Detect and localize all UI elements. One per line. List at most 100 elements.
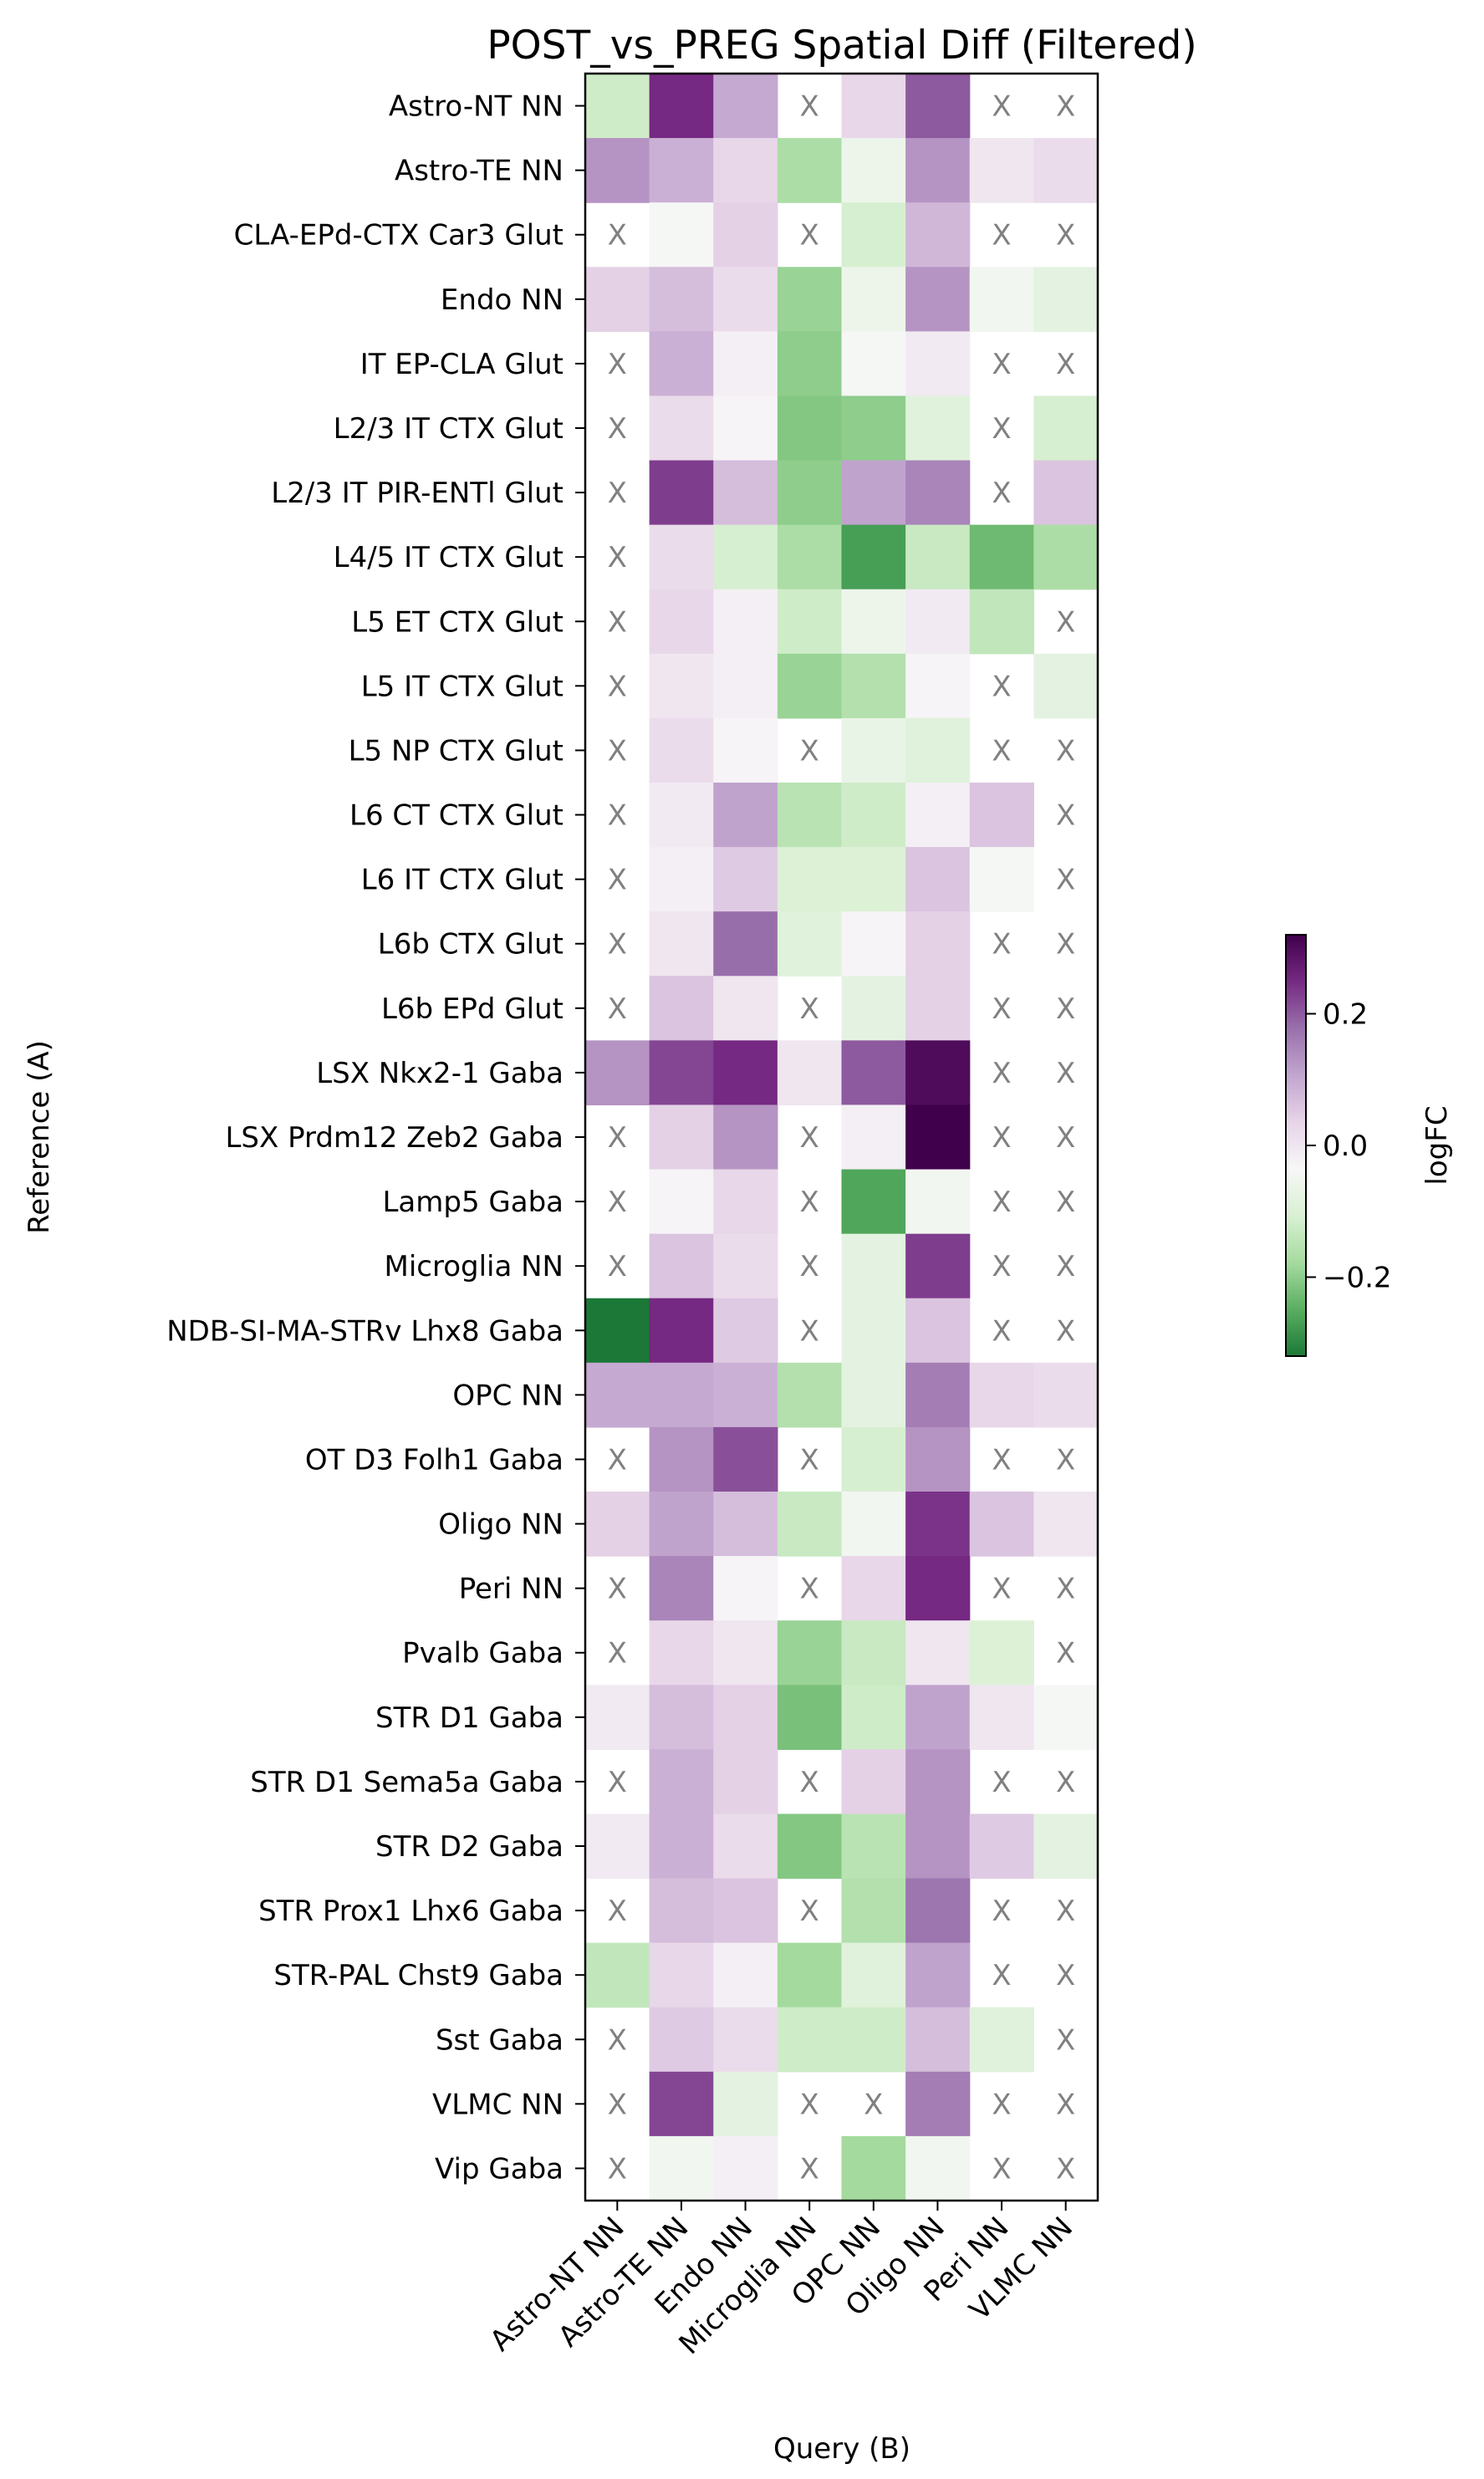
heatmap-cell bbox=[713, 1104, 778, 1171]
y-tick-label: STR D1 Gaba bbox=[375, 1701, 564, 1735]
heatmap-cell bbox=[713, 1813, 778, 1880]
heatmap-cell bbox=[585, 1362, 650, 1428]
heatmap-cell bbox=[905, 1685, 971, 1750]
missing-marker: X bbox=[1056, 1057, 1075, 1090]
heatmap-cell bbox=[905, 395, 971, 462]
heatmap-cell bbox=[905, 1749, 971, 1815]
heatmap-cell bbox=[649, 395, 714, 462]
heatmap-cell bbox=[777, 395, 843, 462]
missing-marker: X bbox=[608, 1637, 627, 1671]
heatmap-cell bbox=[1033, 1813, 1099, 1880]
heatmap-cell bbox=[713, 267, 778, 332]
missing-marker: X bbox=[992, 348, 1011, 381]
missing-marker: X bbox=[992, 992, 1011, 1026]
missing-marker: X bbox=[1056, 2023, 1075, 2057]
missing-marker: X bbox=[608, 1186, 627, 1219]
missing-marker: X bbox=[1056, 1573, 1075, 1606]
heatmap-cell bbox=[841, 2007, 906, 2073]
heatmap-cell bbox=[713, 1169, 778, 1235]
heatmap-cell bbox=[841, 1685, 906, 1750]
heatmap-cell bbox=[841, 783, 906, 848]
y-tick-label: Microglia NN bbox=[385, 1250, 564, 1283]
y-tick-label: CLA-EPd-CTX Car3 Glut bbox=[234, 219, 564, 252]
missing-marker: X bbox=[1056, 219, 1075, 252]
colorbar-tick-label: 0.2 bbox=[1323, 998, 1368, 1032]
heatmap-cell bbox=[649, 1104, 714, 1171]
heatmap-cell bbox=[905, 1620, 971, 1686]
heatmap-cell bbox=[841, 395, 906, 462]
heatmap-cell bbox=[905, 331, 971, 397]
heatmap-cell bbox=[649, 653, 714, 719]
missing-marker: X bbox=[992, 2088, 1011, 2121]
heatmap-cell bbox=[1033, 138, 1099, 203]
y-tick-label: Sst Gaba bbox=[436, 2023, 564, 2057]
heatmap-cell bbox=[905, 783, 971, 848]
heatmap-cell bbox=[649, 331, 714, 397]
heatmap-cell bbox=[841, 1426, 906, 1492]
heatmap-cell bbox=[585, 1040, 650, 1106]
y-tick-label: STR Prox1 Lhx6 Gaba bbox=[258, 1895, 564, 1928]
missing-marker: X bbox=[1056, 605, 1075, 639]
missing-marker: X bbox=[608, 2023, 627, 2057]
heatmap-cell bbox=[649, 1878, 714, 1944]
heatmap-cell bbox=[905, 524, 971, 590]
heatmap-cell bbox=[905, 1813, 971, 1880]
colorbar-tick-label: 0.0 bbox=[1323, 1130, 1368, 1163]
missing-marker: X bbox=[992, 1186, 1011, 1219]
heatmap-cell bbox=[1033, 653, 1099, 719]
y-tick-label: L5 IT CTX Glut bbox=[361, 670, 564, 703]
heatmap-cell bbox=[841, 1298, 906, 1364]
y-tick-label: L5 ET CTX Glut bbox=[351, 605, 564, 639]
heatmap-cell bbox=[649, 2135, 714, 2201]
heatmap-cell bbox=[841, 1492, 906, 1557]
heatmap-cell bbox=[649, 2007, 714, 2073]
heatmap-cell bbox=[905, 1298, 971, 1364]
y-tick-label: L4/5 IT CTX Glut bbox=[334, 541, 564, 574]
heatmap-cell bbox=[841, 1942, 906, 2008]
missing-marker: X bbox=[608, 541, 627, 574]
heatmap-cell bbox=[649, 138, 714, 203]
missing-marker: X bbox=[800, 1895, 819, 1928]
missing-marker: X bbox=[992, 1766, 1011, 1799]
missing-marker: X bbox=[800, 1766, 819, 1799]
heatmap-cell bbox=[905, 1492, 971, 1557]
missing-marker: X bbox=[800, 1314, 819, 1348]
missing-marker: X bbox=[992, 1959, 1011, 1992]
heatmap-cell bbox=[713, 1426, 778, 1492]
missing-marker: X bbox=[1056, 1186, 1075, 1219]
heatmap-cell bbox=[649, 524, 714, 590]
y-tick-label: OT D3 Folh1 Gaba bbox=[305, 1443, 564, 1477]
heatmap-cell bbox=[649, 717, 714, 783]
heatmap-cell bbox=[905, 847, 971, 912]
heatmap-cell bbox=[969, 783, 1034, 848]
missing-marker: X bbox=[992, 734, 1011, 768]
heatmap-cell bbox=[713, 331, 778, 397]
heatmap-cell bbox=[1033, 1492, 1099, 1557]
y-tick-label: Pvalb Gaba bbox=[402, 1637, 564, 1671]
missing-marker: X bbox=[608, 605, 627, 639]
heatmap-cell bbox=[649, 1942, 714, 2008]
heatmap-cell bbox=[905, 717, 971, 783]
heatmap-cell bbox=[905, 589, 971, 655]
heatmap-cell bbox=[649, 2071, 714, 2137]
missing-marker: X bbox=[608, 734, 627, 768]
heatmap-cell bbox=[713, 1942, 778, 2008]
colorbar-label: logFC bbox=[1420, 1105, 1454, 1185]
heatmap-cell bbox=[585, 138, 650, 203]
y-tick-label: L2/3 IT CTX Glut bbox=[334, 412, 564, 446]
missing-marker: X bbox=[1056, 348, 1075, 381]
heatmap-cell bbox=[841, 1878, 906, 1944]
heatmap-cell bbox=[713, 524, 778, 590]
missing-marker: X bbox=[608, 992, 627, 1026]
heatmap-cell bbox=[905, 2135, 971, 2201]
heatmap-cell bbox=[713, 1040, 778, 1106]
heatmap-cell bbox=[713, 1620, 778, 1686]
missing-marker: X bbox=[608, 1895, 627, 1928]
heatmap-cell bbox=[585, 1492, 650, 1557]
heatmap-cell bbox=[649, 1362, 714, 1428]
heatmap-cell bbox=[713, 1878, 778, 1944]
missing-marker: X bbox=[864, 2088, 883, 2121]
heatmap-cell bbox=[841, 976, 906, 1041]
missing-marker: X bbox=[1056, 90, 1075, 124]
heatmap-cell bbox=[841, 717, 906, 783]
